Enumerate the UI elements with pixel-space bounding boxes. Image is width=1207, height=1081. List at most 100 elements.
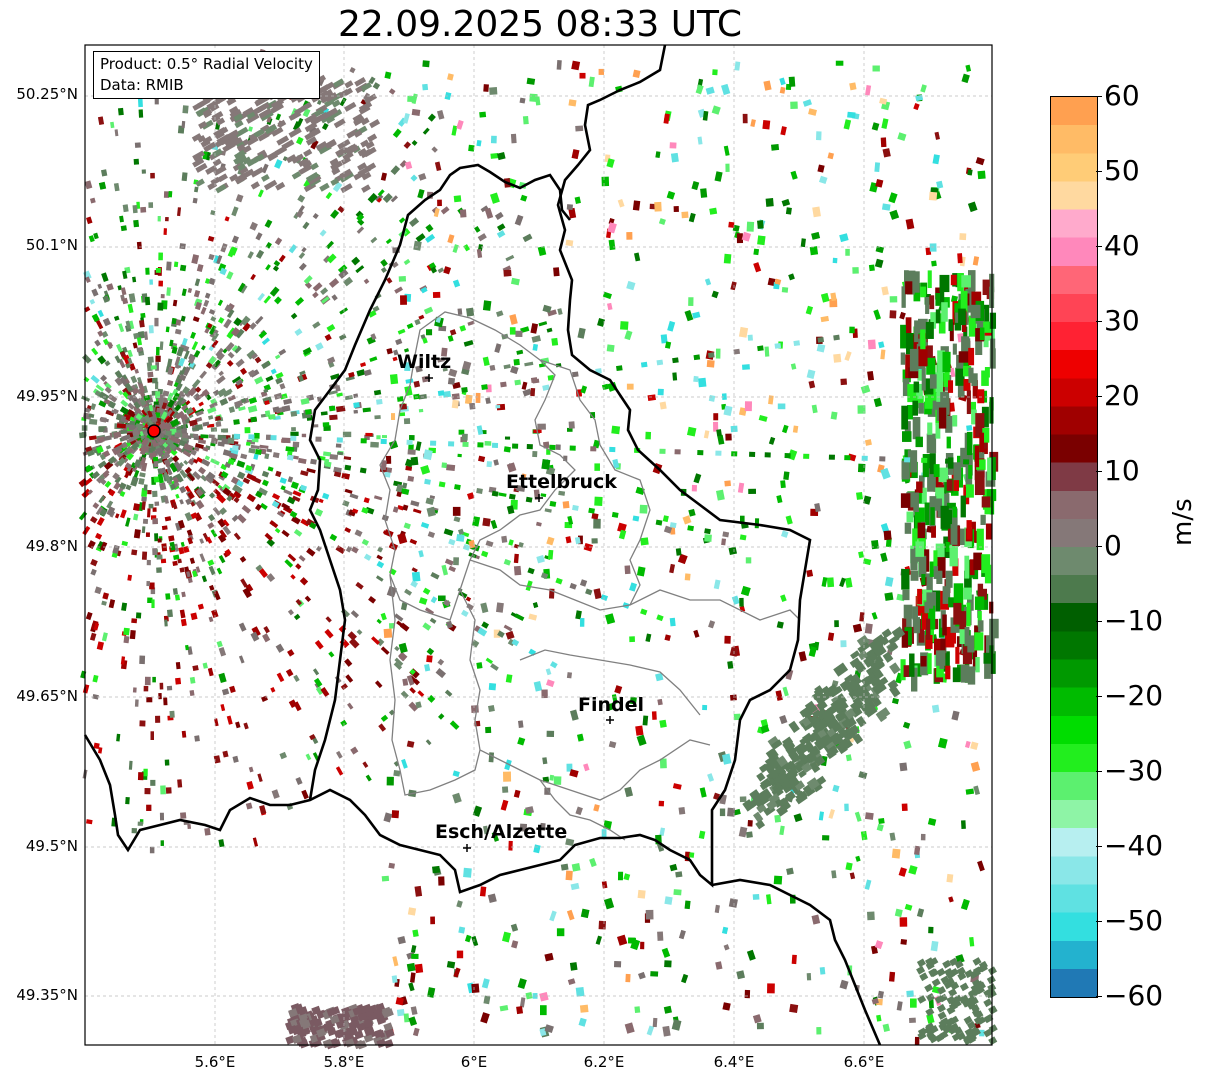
velocity-pixel <box>155 446 165 457</box>
velocity-pixel <box>504 436 511 440</box>
velocity-pixel <box>404 348 410 353</box>
velocity-pixel <box>617 934 628 946</box>
velocity-pixel <box>410 580 418 588</box>
velocity-pixel <box>424 478 431 485</box>
velocity-pixel <box>152 456 159 462</box>
velocity-pixel <box>921 487 927 505</box>
velocity-pixel <box>921 367 926 391</box>
velocity-pixel <box>241 504 252 514</box>
velocity-pixel <box>793 813 803 823</box>
velocity-pixel <box>550 661 558 669</box>
velocity-pixel <box>201 119 214 130</box>
velocity-pixel <box>830 411 838 420</box>
velocity-pixel <box>192 392 202 402</box>
velocity-pixel <box>191 378 201 389</box>
velocity-pixel <box>915 436 923 448</box>
velocity-pixel <box>482 356 490 367</box>
velocity-pixel <box>544 508 552 513</box>
velocity-pixel <box>798 651 807 662</box>
velocity-pixel <box>312 668 320 676</box>
velocity-pixel <box>722 531 730 538</box>
velocity-pixel <box>971 1027 981 1037</box>
velocity-pixel <box>288 244 298 254</box>
velocity-pixel <box>617 871 624 881</box>
velocity-pixel <box>410 174 418 182</box>
velocity-pixel <box>447 234 455 244</box>
velocity-pixel <box>785 515 793 525</box>
velocity-pixel <box>448 441 455 447</box>
velocity-pixel <box>629 582 638 592</box>
velocity-pixel <box>181 730 187 738</box>
velocity-pixel <box>139 472 146 478</box>
velocity-pixel <box>89 516 98 524</box>
velocity-pixel <box>878 341 885 349</box>
velocity-pixel <box>208 277 216 286</box>
velocity-pixel <box>124 382 133 393</box>
velocity-pixel <box>403 522 411 530</box>
velocity-pixel <box>783 471 790 481</box>
velocity-pixel <box>503 269 512 277</box>
velocity-pixel <box>540 572 549 580</box>
velocity-pixel <box>250 416 258 423</box>
velocity-pixel <box>981 370 989 386</box>
velocity-pixel <box>901 803 908 812</box>
velocity-pixel <box>102 592 110 600</box>
velocity-pixel <box>163 191 170 198</box>
velocity-pixel <box>172 442 179 448</box>
velocity-pixel <box>141 438 149 447</box>
colorbar <box>1050 96 1098 998</box>
velocity-pixel <box>238 655 245 664</box>
velocity-pixel <box>960 290 968 313</box>
velocity-pixel <box>198 120 208 130</box>
velocity-pixel <box>321 122 329 131</box>
velocity-pixel <box>148 404 154 412</box>
velocity-pixel <box>408 701 419 712</box>
velocity-pixel <box>356 1022 367 1032</box>
velocity-pixel <box>612 458 620 469</box>
velocity-pixel <box>135 423 141 428</box>
velocity-pixel <box>979 1029 985 1037</box>
velocity-pixel <box>887 679 899 691</box>
velocity-pixel <box>617 198 625 208</box>
velocity-pixel <box>337 205 345 213</box>
velocity-pixel <box>361 184 371 193</box>
velocity-pixel <box>924 502 932 526</box>
velocity-pixel <box>814 736 830 751</box>
velocity-pixel <box>178 461 185 468</box>
velocity-pixel <box>881 286 889 296</box>
velocity-pixel <box>809 246 819 256</box>
velocity-pixel <box>700 188 708 198</box>
colorbar-tick-mark <box>1096 396 1102 397</box>
velocity-pixel <box>566 672 573 679</box>
velocity-pixel <box>905 281 913 295</box>
velocity-pixel <box>279 477 287 485</box>
velocity-pixel <box>315 141 328 151</box>
velocity-pixel <box>222 487 232 497</box>
velocity-pixel <box>692 311 701 319</box>
velocity-pixel <box>391 975 398 984</box>
velocity-pixel <box>727 807 736 817</box>
velocity-pixel <box>344 527 352 533</box>
velocity-pixel <box>976 528 984 551</box>
velocity-pixel <box>521 473 527 480</box>
velocity-pixel <box>148 325 154 334</box>
velocity-pixel <box>872 682 887 696</box>
velocity-pixel <box>918 402 924 414</box>
velocity-pixel <box>525 806 534 815</box>
velocity-pixel <box>880 467 891 480</box>
velocity-pixel <box>862 495 872 505</box>
velocity-pixel <box>298 252 306 259</box>
velocity-pixel <box>192 665 199 672</box>
velocity-pixel <box>713 413 719 421</box>
velocity-pixel <box>295 777 303 786</box>
velocity-pixel <box>154 381 159 390</box>
velocity-pixel <box>376 1038 387 1048</box>
city-markers <box>425 374 614 852</box>
velocity-pixel <box>796 790 807 801</box>
velocity-pixel <box>948 988 958 997</box>
velocity-pixel <box>902 431 912 442</box>
velocity-pixel <box>983 998 993 1008</box>
velocity-pixel <box>904 449 911 460</box>
velocity-pixel <box>180 398 187 405</box>
velocity-pixel <box>101 600 107 606</box>
